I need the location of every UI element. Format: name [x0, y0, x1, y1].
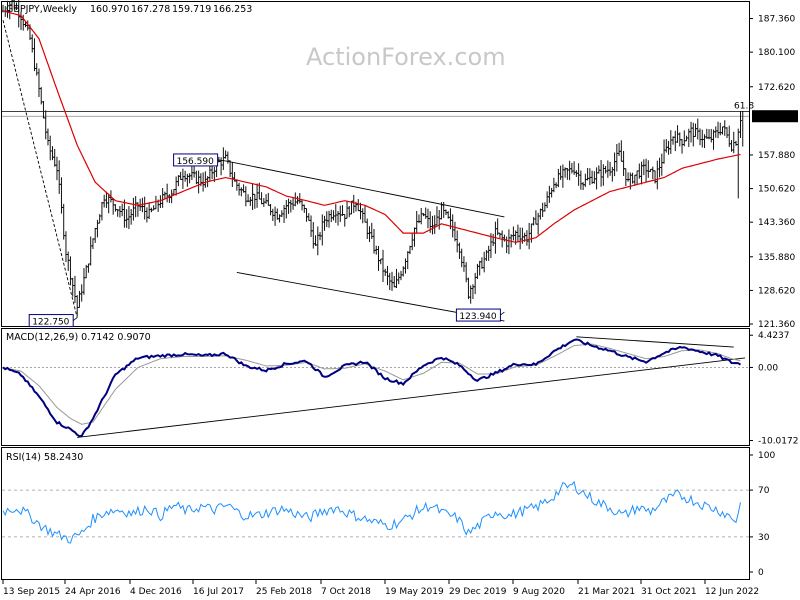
x-tick-label: 24 Apr 2016 — [65, 587, 121, 597]
macd-trendline — [576, 336, 734, 348]
rsi-tick-label: 70 — [758, 486, 770, 496]
macd-tick-label: -10.0172 — [758, 436, 798, 446]
rsi-tick-label: 0 — [758, 568, 764, 578]
rsi-tick-label: 30 — [758, 533, 770, 543]
macd-tick-label: 0.00 — [758, 363, 778, 373]
price-tick-label: 166.253 — [756, 113, 793, 123]
price-tick-label: 128.620 — [758, 286, 795, 296]
moving-average-line — [2, 10, 741, 244]
price-tick-label: 157.880 — [758, 151, 795, 161]
chart-title: GBPJPY,Weekly — [6, 4, 77, 15]
watermark: ActionForex.com — [306, 43, 506, 71]
x-tick-label: 31 Oct 2021 — [641, 587, 697, 597]
x-tick-label: 21 Mar 2021 — [578, 587, 635, 597]
last-price-marker — [752, 110, 798, 123]
x-tick-label: 12 Jun 2022 — [705, 587, 759, 597]
price-tick-label: 187.360 — [758, 15, 795, 25]
price-panel — [1, 1, 750, 327]
price-tick-label: 121.360 — [758, 320, 795, 330]
macd-panel — [1, 328, 750, 446]
price-label-text: 123.940 — [459, 312, 496, 322]
price-trendline — [225, 160, 505, 218]
x-tick-label: 7 Oct 2018 — [321, 587, 371, 597]
price-label-leader — [217, 159, 226, 162]
ohlc-high: 167.278 — [131, 4, 170, 15]
price-label-leader — [72, 317, 78, 321]
ohlc-close: 166.253 — [213, 4, 252, 15]
macd-tick-label: 4.4237 — [758, 331, 790, 341]
price-tick-label: 150.620 — [758, 185, 795, 195]
price-label-leader — [500, 311, 505, 316]
signal-line — [2, 343, 741, 425]
price-label-text: 122.750 — [32, 318, 69, 328]
price-tick-label: 143.360 — [758, 218, 795, 228]
x-tick-label: 19 May 2019 — [385, 587, 444, 597]
x-tick-label: 29 Dec 2019 — [449, 587, 507, 597]
ohlc-open: 160.970 — [90, 4, 129, 15]
rsi-line — [2, 480, 741, 544]
x-tick-label: 9 Aug 2020 — [513, 587, 565, 597]
ohlc-low: 159.719 — [172, 4, 211, 15]
macd-trendline — [77, 357, 746, 438]
x-tick-label: 13 Sep 2015 — [3, 587, 60, 597]
macd-line — [2, 338, 742, 438]
price-tick-label: 180.100 — [758, 48, 795, 58]
x-tick-label: 25 Feb 2018 — [256, 587, 312, 597]
rsi-label: RSI(14) 58.2430 — [6, 452, 83, 463]
x-tick-label: 16 Jul 2017 — [193, 587, 244, 597]
rsi-panel — [1, 447, 750, 580]
price-trendline — [2, 20, 78, 318]
rsi-tick-label: 100 — [758, 451, 775, 461]
price-tick-label: 172.620 — [758, 83, 795, 93]
fib-618-label: 61.8 — [734, 101, 754, 111]
price-tick-label: 135.880 — [758, 253, 795, 263]
macd-label: MACD(12,26,9) 0.7142 0.9070 — [6, 332, 151, 343]
price-label-text: 156.590 — [177, 157, 214, 167]
x-tick-label: 4 Dec 2016 — [130, 587, 182, 597]
